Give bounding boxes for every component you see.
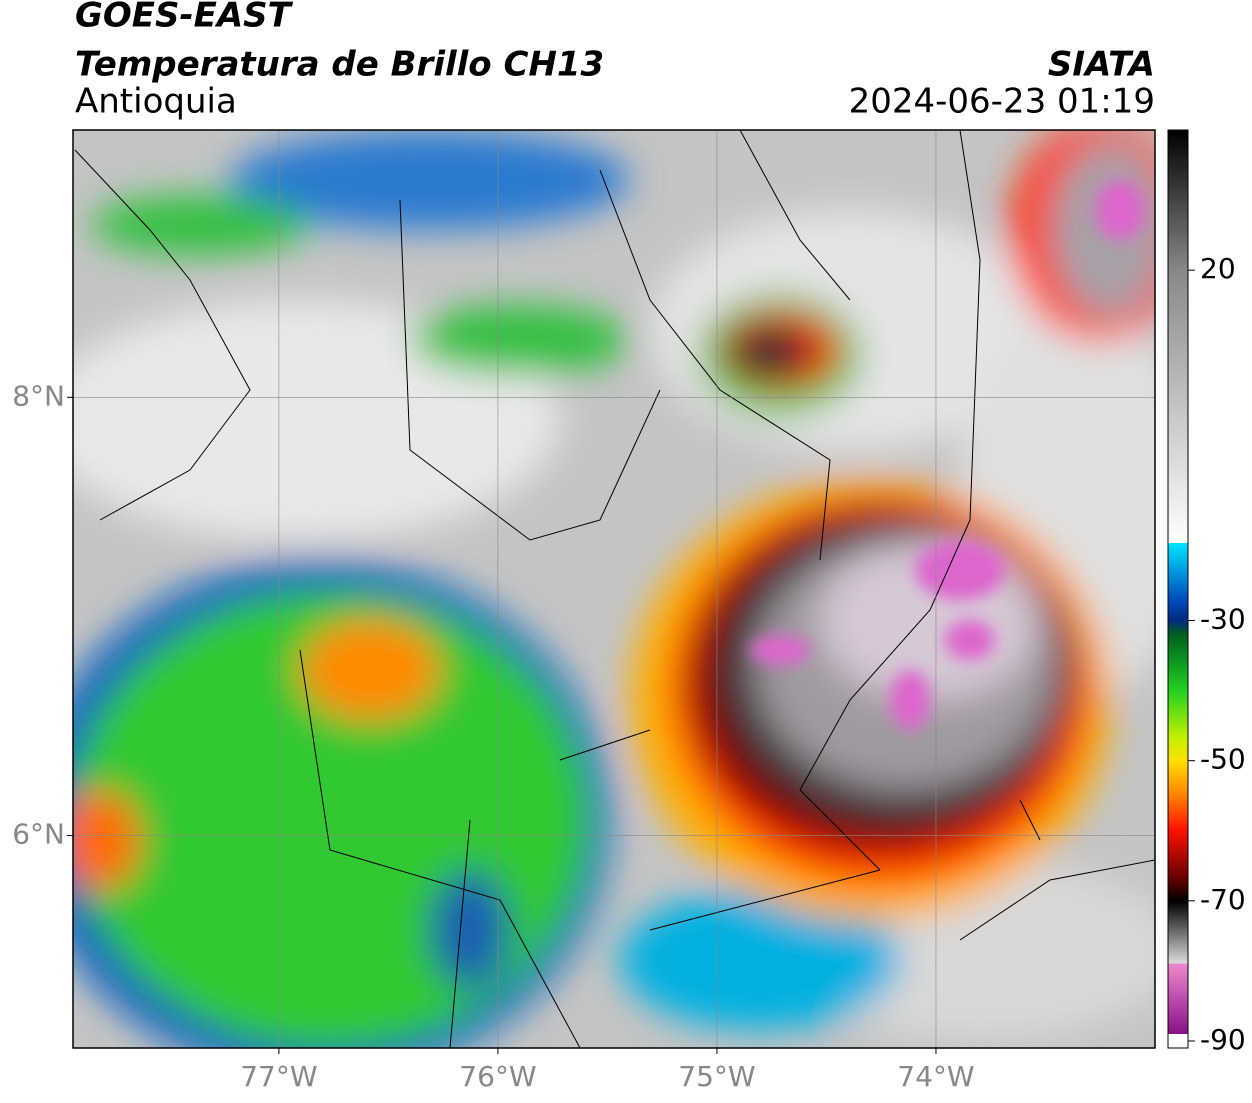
satellite-image (73, 130, 1155, 1048)
colorbar-tick-label: -90 (1200, 1023, 1246, 1056)
region-label: Antioquia (75, 82, 237, 122)
x-tick-label: 77°W (240, 1060, 317, 1093)
colorbar-tick-label: -50 (1200, 743, 1246, 776)
colorbar-tick-label: -70 (1200, 883, 1246, 916)
colorbar-tick-label: -30 (1200, 603, 1246, 636)
y-tick-label: 6°N (12, 817, 65, 850)
y-tick-label: 8°N (12, 379, 65, 412)
colorbar (1167, 129, 1189, 1049)
product-title: Temperatura de Brillo CH13 (75, 45, 604, 85)
datetime-label: 2024-06-23 01:19 (849, 82, 1155, 122)
grid (73, 130, 1155, 1048)
x-tick-label: 75°W (678, 1060, 755, 1093)
x-tick-label: 76°W (459, 1060, 536, 1093)
x-tick-label: 74°W (897, 1060, 974, 1093)
source-label: SIATA (1048, 45, 1155, 85)
satellite-title: GOES-EAST (75, 0, 294, 36)
map-frame (72, 129, 1156, 1049)
colorbar-tick-label: 20 (1200, 252, 1236, 285)
